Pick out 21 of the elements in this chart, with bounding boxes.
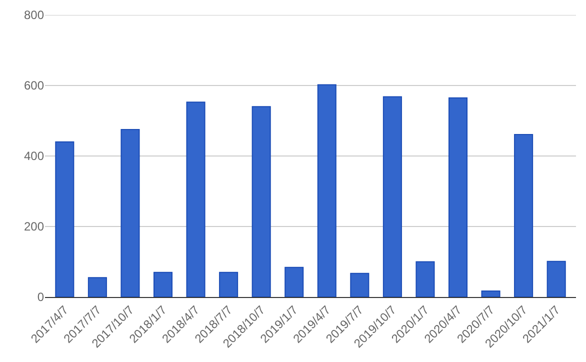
y-tick-label: 600 [24, 78, 44, 93]
bar [120, 129, 140, 297]
bar [546, 260, 566, 297]
bar [382, 96, 402, 297]
bar [416, 261, 435, 297]
bar [317, 84, 336, 297]
bar [88, 277, 107, 297]
y-tick-label: 200 [24, 220, 44, 234]
bar [448, 97, 468, 297]
bar [252, 106, 271, 297]
bar [153, 272, 173, 297]
bar [284, 266, 304, 297]
bar [186, 102, 206, 297]
bar [219, 272, 238, 297]
y-tick-label: 400 [24, 149, 44, 164]
bar [514, 134, 534, 297]
bar [481, 290, 500, 297]
y-tick-label: 800 [24, 8, 44, 22]
bar [350, 272, 370, 297]
y-tick-label: 0 [37, 290, 44, 304]
bar [55, 141, 74, 297]
